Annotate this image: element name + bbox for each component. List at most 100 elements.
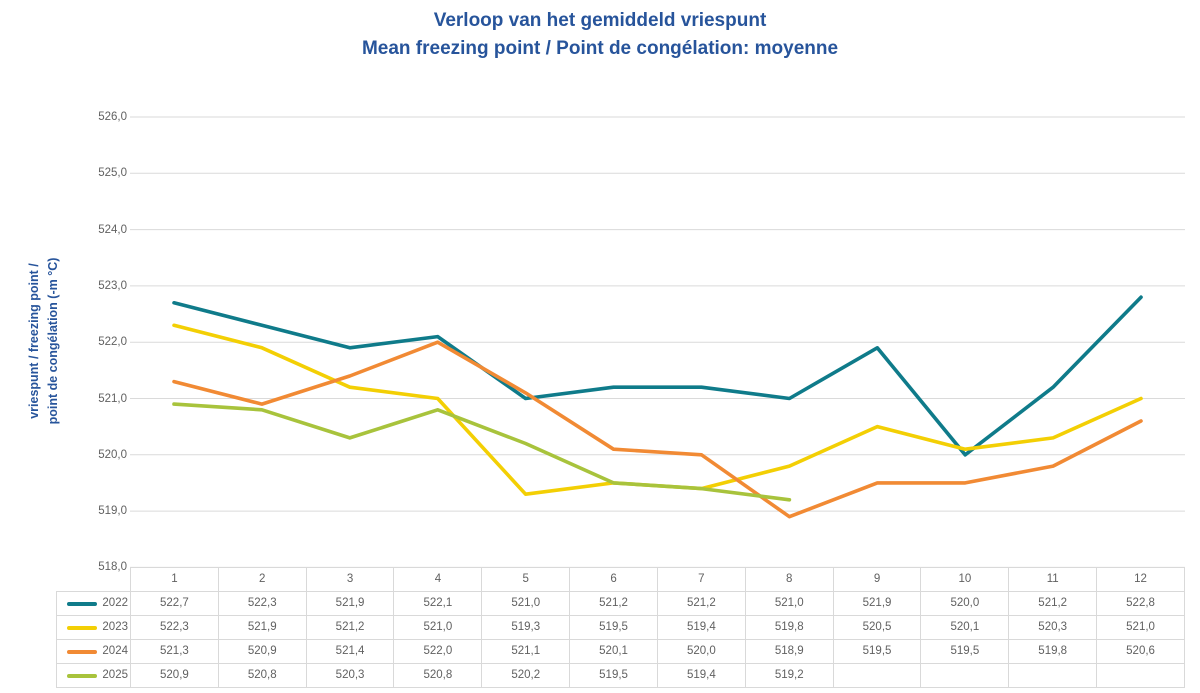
value-cell: 520,0 — [656, 639, 746, 664]
legend-entry: 2025 — [58, 665, 130, 687]
value-cell: 521,1 — [481, 639, 571, 664]
value-cell: 519,4 — [656, 663, 746, 688]
value-cell: 519,5 — [569, 615, 658, 640]
y-axis-tick-label: 520,0 — [98, 448, 127, 461]
table-row-2025: 2025 520,9 520,8 520,3 520,8 520,2 519,5 519,4 5… — [56, 663, 1185, 688]
series-line-2022 — [172, 295, 1143, 457]
value-cell: 519,8 — [1008, 639, 1098, 664]
table-row-2022: 2022 522,7 522,3 521,9 522,1 521,0 521,2 521,2 5… — [56, 591, 1185, 616]
value-cell: 520,6 — [1096, 639, 1185, 664]
value-cell: 519,2 — [744, 663, 834, 688]
value-cell — [920, 663, 1010, 688]
chart-data-table: 1 2 3 4 5 6 7 8 9 10 11 12 2022 522,7 522,3 521,9 522,1 5… — [56, 567, 1185, 688]
value-cell: 521,4 — [305, 639, 395, 664]
value-cell: 522,0 — [393, 639, 483, 664]
value-cell: 519,5 — [920, 639, 1010, 664]
value-cell — [1008, 663, 1098, 688]
month-header-cell: 7 — [656, 567, 746, 592]
year-label: 2023 — [102, 621, 128, 633]
y-axis-tick-label: 526,0 — [98, 111, 127, 123]
month-header-cell: 3 — [305, 567, 395, 592]
series-swatch-2023-icon — [67, 625, 98, 630]
y-axis-tick-label: 523,0 — [98, 279, 127, 292]
month-header-cell: 10 — [920, 567, 1010, 592]
value-cell: 521,0 — [393, 615, 483, 640]
legend-entry: 2023 — [58, 617, 130, 639]
month-header-cell: 2 — [217, 567, 307, 592]
month-header-cell: 4 — [393, 567, 483, 592]
y-axis-tick-label: 521,0 — [98, 392, 127, 405]
month-header-cell: 12 — [1096, 567, 1185, 592]
value-cell: 520,9 — [217, 639, 307, 664]
value-cell: 520,8 — [393, 663, 483, 688]
value-cell: 519,5 — [832, 639, 922, 664]
legend-cell-2022: 2022 — [56, 591, 131, 616]
value-cell: 520,3 — [305, 663, 395, 688]
month-header-cell: 5 — [481, 567, 571, 592]
table-corner-blank — [57, 568, 131, 592]
y-axis-tick-label: 525,0 — [98, 167, 127, 180]
value-cell: 521,9 — [217, 615, 307, 640]
series-line-2025 — [172, 402, 792, 502]
y-axis-tick-label: 518,0 — [98, 561, 127, 574]
value-cell: 520,9 — [130, 663, 219, 688]
value-cell: 519,5 — [569, 663, 658, 688]
value-cell: 521,9 — [832, 591, 922, 616]
value-cell: 520,0 — [920, 591, 1010, 616]
value-cell: 522,3 — [130, 615, 219, 640]
y-axis-tick-label: 522,0 — [98, 336, 127, 349]
legend-cell-2023: 2023 — [56, 615, 131, 640]
value-cell: 519,8 — [744, 615, 834, 640]
month-header-cell: 1 — [130, 567, 219, 592]
value-cell: 520,1 — [920, 615, 1010, 640]
month-header-cell: 8 — [744, 567, 834, 592]
value-cell: 519,3 — [481, 615, 571, 640]
series-line-2024 — [172, 340, 1143, 519]
value-cell — [832, 663, 922, 688]
chart-title-line2: Mean freezing point / Point de congélati… — [361, 38, 839, 59]
value-cell — [1096, 663, 1185, 688]
value-cell: 520,1 — [569, 639, 658, 664]
month-header-cell: 11 — [1008, 567, 1098, 592]
legend-entry: 2022 — [58, 593, 130, 615]
value-cell: 521,2 — [1008, 591, 1098, 616]
month-header-cell: 6 — [569, 567, 658, 592]
table-row-2023: 2023 522,3 521,9 521,2 521,0 519,3 519,5 519,4 5… — [56, 615, 1185, 640]
value-cell: 522,8 — [1096, 591, 1185, 616]
y-axis-tick-label: 519,0 — [98, 505, 127, 518]
series-line-2023 — [172, 323, 1143, 497]
value-cell: 521,0 — [744, 591, 834, 616]
value-cell: 521,0 — [481, 591, 571, 616]
value-cell: 522,7 — [130, 591, 219, 616]
value-cell: 519,4 — [656, 615, 746, 640]
value-cell: 521,0 — [1096, 615, 1185, 640]
y-axis-tick-label: 524,0 — [98, 223, 127, 236]
year-label: 2024 — [102, 645, 128, 657]
value-cell: 521,2 — [305, 615, 395, 640]
chart-title: Verloop van het gemiddeld vriespunt Mean… — [0, 7, 1200, 63]
value-cell: 521,9 — [305, 591, 395, 616]
data-table: 1 2 3 4 5 6 7 8 9 10 11 12 2022 522,7 522,3 521,9 522,1 5… — [56, 567, 1185, 688]
legend-cell-2024: 2024 — [56, 639, 131, 664]
value-cell: 521,2 — [569, 591, 658, 616]
month-header-cell: 9 — [832, 567, 922, 592]
legend-entry: 2024 — [58, 641, 130, 663]
year-label: 2022 — [102, 597, 128, 609]
value-cell: 518,9 — [744, 639, 834, 664]
chart-title-line1: Verloop van het gemiddeld vriespunt — [433, 10, 767, 31]
table-header-row: 1 2 3 4 5 6 7 8 9 10 11 12 — [57, 567, 1185, 592]
series-swatch-2022-icon — [67, 601, 98, 606]
value-cell: 522,1 — [393, 591, 483, 616]
year-label: 2025 — [102, 669, 128, 681]
value-cell: 521,2 — [656, 591, 746, 616]
value-cell: 520,8 — [217, 663, 307, 688]
series-swatch-2025-icon — [67, 673, 98, 678]
series-swatch-2024-icon — [67, 649, 98, 654]
value-cell: 520,2 — [481, 663, 571, 688]
table-row-2024: 2024 521,3 520,9 521,4 522,0 521,1 520,1 520,0 5… — [56, 639, 1185, 664]
value-cell: 522,3 — [217, 591, 307, 616]
value-cell: 520,3 — [1008, 615, 1098, 640]
legend-cell-2025: 2025 — [56, 663, 131, 688]
